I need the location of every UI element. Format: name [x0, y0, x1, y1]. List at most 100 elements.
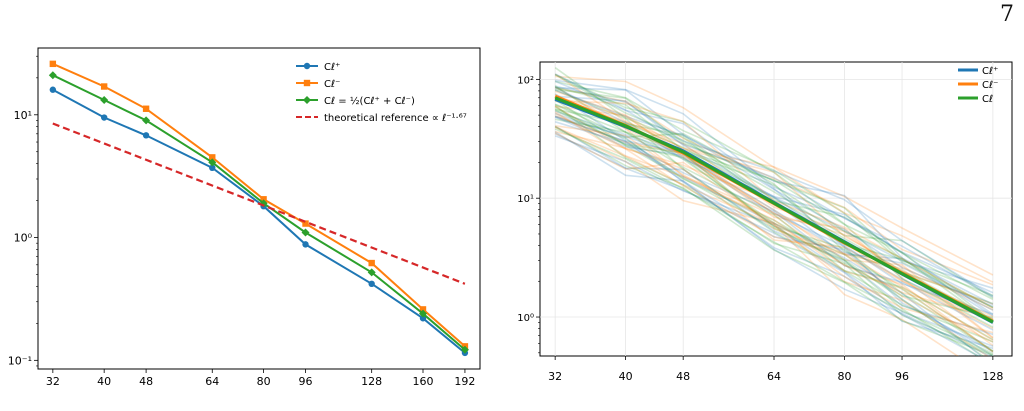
left-chart: 10⁻¹ 10⁰ 10¹ 32 40 48 64 80 96 128 160 192 Cℓ⁺ Cℓ⁻ Cℓ …	[8, 47, 481, 388]
data-point	[100, 95, 109, 104]
background-trace	[554, 112, 980, 356]
x-tick-label: 128	[982, 370, 1003, 383]
background-trace	[554, 80, 994, 321]
data-point	[302, 220, 309, 227]
background-trace	[555, 125, 994, 320]
background-trace	[554, 86, 994, 339]
y-tick-label: 10¹	[517, 194, 534, 205]
legend-label: Cℓ⁻	[982, 80, 998, 91]
background-trace	[554, 86, 994, 315]
background-trace	[554, 135, 994, 347]
background-trace	[555, 95, 994, 289]
background-trace	[555, 75, 994, 283]
legend-label: theoretical reference ∝ ℓ⁻¹·⁶⁷	[324, 113, 467, 124]
data-point	[301, 228, 310, 237]
background-trace	[555, 79, 994, 294]
y-tick-label: 10⁰	[14, 232, 33, 245]
background-trace	[555, 105, 994, 339]
background-trace	[555, 118, 994, 343]
data-point	[49, 86, 57, 93]
background-trace	[554, 126, 989, 356]
background-trace	[555, 130, 994, 323]
background-trace	[554, 85, 994, 352]
background-trace	[554, 125, 994, 336]
legend-label: Cℓ = ½(Cℓ⁺ + Cℓ⁻)	[324, 95, 415, 107]
data-point	[418, 309, 427, 318]
background-trace	[554, 93, 994, 353]
x-tick-label: 80	[837, 370, 851, 383]
legend-marker	[303, 79, 311, 87]
background-trace	[554, 108, 985, 356]
legend-marker	[303, 62, 311, 70]
legend-label: Cℓ⁻	[324, 79, 340, 90]
background-trace	[555, 86, 994, 323]
background-trace	[554, 93, 994, 315]
data-point	[368, 280, 375, 288]
background-trace	[554, 126, 960, 356]
background-trace	[554, 112, 994, 343]
background-trace	[554, 111, 994, 353]
x-tick-label: 80	[257, 375, 271, 388]
background-trace	[554, 105, 994, 356]
background-trace	[555, 80, 994, 309]
data-point	[302, 241, 309, 248]
page-number: 7	[1000, 2, 1014, 27]
data-point	[48, 71, 57, 80]
legend-label: Cℓ⁺	[982, 66, 998, 77]
background-trace	[554, 116, 994, 311]
x-tick-label: 64	[205, 375, 219, 388]
x-tick-label: 64	[767, 370, 781, 383]
x-tick-label: 32	[46, 375, 60, 388]
x-tick-label: 48	[676, 370, 690, 383]
x-tick-label: 40	[97, 375, 111, 388]
background-trace	[554, 67, 994, 299]
background-trace	[554, 131, 992, 356]
background-trace	[554, 89, 994, 341]
data-point	[209, 164, 216, 172]
background-trace	[554, 73, 994, 276]
background-trace	[554, 128, 994, 355]
data-point	[100, 83, 108, 90]
data-point	[460, 345, 469, 354]
background-trace	[554, 103, 994, 324]
background-trace	[554, 99, 994, 353]
y-tick-label: 10²	[517, 75, 534, 86]
x-tick-label: 96	[895, 370, 909, 383]
background-trace	[555, 87, 994, 286]
data-point	[419, 306, 427, 313]
series-line	[52, 122, 466, 285]
data-point	[367, 268, 376, 277]
data-point	[419, 315, 427, 322]
x-tick-label: 96	[299, 375, 313, 388]
legend-label: Cℓ	[982, 94, 993, 105]
background-trace	[554, 116, 994, 331]
background-trace	[554, 121, 983, 356]
background-trace	[554, 109, 994, 319]
background-trace	[554, 132, 994, 334]
background-trace	[554, 115, 994, 356]
data-point	[142, 116, 151, 125]
data-point	[100, 114, 108, 121]
background-trace	[554, 90, 994, 311]
legend-marker	[303, 96, 311, 104]
background-trace	[554, 73, 994, 328]
x-tick-label: 192	[454, 375, 475, 388]
x-tick-label: 40	[619, 370, 633, 383]
background-trace	[554, 89, 994, 306]
background-trace	[554, 73, 994, 298]
data-point	[209, 154, 216, 161]
plot-frame	[539, 61, 1013, 357]
background-trace	[554, 126, 994, 356]
legend-label: Cℓ⁺	[324, 62, 340, 73]
x-tick-label: 128	[361, 375, 382, 388]
background-trace	[555, 85, 994, 297]
background-trace	[554, 106, 980, 356]
x-tick-label: 32	[548, 370, 562, 383]
y-tick-label: 10¹	[14, 109, 32, 122]
data-point	[208, 158, 217, 167]
x-tick-label: 48	[139, 375, 153, 388]
plot-frame	[37, 47, 481, 370]
background-trace	[554, 132, 994, 350]
right-chart: 10⁰ 10¹ 10² 32 40 48 64 80 96 128 Cℓ⁺ Cℓ⁻ Cℓ	[517, 61, 1013, 383]
